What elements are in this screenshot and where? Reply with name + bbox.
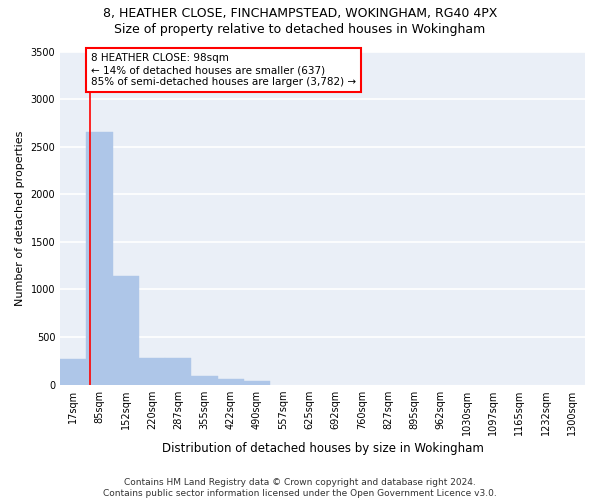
Bar bbox=[60, 359, 86, 384]
Bar bbox=[191, 376, 218, 384]
X-axis label: Distribution of detached houses by size in Wokingham: Distribution of detached houses by size … bbox=[161, 442, 484, 455]
Y-axis label: Number of detached properties: Number of detached properties bbox=[15, 130, 25, 306]
Bar bbox=[165, 358, 191, 384]
Bar bbox=[218, 379, 244, 384]
Text: Contains HM Land Registry data © Crown copyright and database right 2024.
Contai: Contains HM Land Registry data © Crown c… bbox=[103, 478, 497, 498]
Text: 8 HEATHER CLOSE: 98sqm
← 14% of detached houses are smaller (637)
85% of semi-de: 8 HEATHER CLOSE: 98sqm ← 14% of detached… bbox=[91, 54, 356, 86]
Text: Size of property relative to detached houses in Wokingham: Size of property relative to detached ho… bbox=[115, 22, 485, 36]
Bar bbox=[113, 276, 139, 384]
Bar bbox=[139, 358, 165, 384]
Bar bbox=[244, 381, 270, 384]
Bar bbox=[86, 132, 113, 384]
Text: 8, HEATHER CLOSE, FINCHAMPSTEAD, WOKINGHAM, RG40 4PX: 8, HEATHER CLOSE, FINCHAMPSTEAD, WOKINGH… bbox=[103, 8, 497, 20]
